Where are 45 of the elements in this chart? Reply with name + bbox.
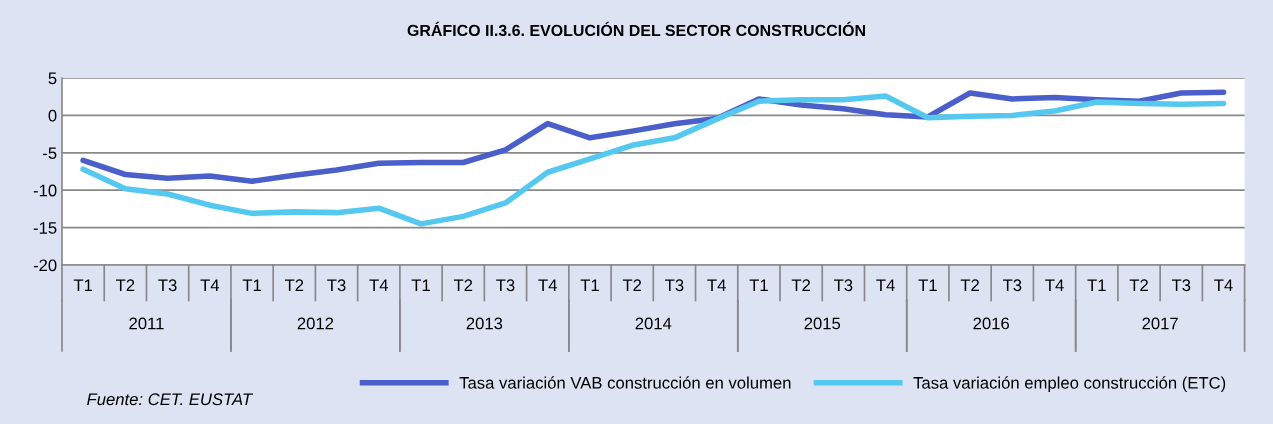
x-tick-label: T3 — [496, 279, 515, 292]
x-tick-label: T2 — [791, 279, 811, 291]
x-tick-label: T1 — [411, 279, 430, 291]
x-tick-label: T1 — [73, 279, 93, 291]
x-tick-label: T2 — [453, 279, 473, 291]
text: 2014 — [635, 317, 672, 330]
x-tick-label: T3 — [1002, 279, 1022, 292]
legend-label: Tasa variación empleo construcción (ETC) — [913, 376, 1226, 393]
x-tick-label: T4 — [1214, 279, 1233, 291]
text: 2011 — [129, 317, 164, 330]
text: 2016 — [973, 317, 1009, 330]
x-tick-label: T1 — [580, 279, 599, 291]
x-tick-label: T4 — [876, 279, 895, 291]
x-tick-label: T1 — [242, 279, 261, 291]
legend-label: Tasa variación VAB construcción en volumen — [459, 376, 791, 389]
x-tick-label: T2 — [1129, 279, 1148, 291]
y-tick-label: -10 — [33, 184, 57, 197]
text: 2013 — [466, 317, 503, 330]
y-tick-label: -5 — [43, 147, 57, 160]
x-tick-label: T2 — [960, 279, 979, 291]
x-tick-label: T4 — [200, 279, 220, 291]
x-tick-label: T4 — [707, 279, 726, 291]
x-tick-label: T1 — [1087, 279, 1106, 291]
y-tick-label: -15 — [33, 222, 57, 234]
chart-title: GRÁFICO II.3.6. EVOLUCIÓN DEL SECTOR CONSTRUCCIÓN — [407, 21, 865, 37]
x-tick-label: T4 — [369, 279, 389, 291]
x-tick-label: T4 — [1045, 279, 1064, 291]
y-tick-label: 0 — [48, 109, 57, 122]
x-tick-label: T3 — [834, 279, 853, 292]
text: 2015 — [804, 317, 841, 330]
x-tick-label: T1 — [918, 279, 937, 291]
x-tick-label: T3 — [158, 279, 177, 292]
x-tick-label: T1 — [749, 279, 768, 291]
source-note: Fuente: CET. EUSTAT — [87, 393, 254, 406]
text: 2012 — [297, 317, 334, 330]
x-tick-label: T3 — [1171, 279, 1191, 292]
x-tick-label: T3 — [327, 279, 346, 292]
y-tick-label: 5 — [48, 72, 57, 85]
y-tick-label: -20 — [33, 259, 57, 272]
text: 2017 — [1142, 317, 1178, 330]
x-tick-label: T4 — [538, 279, 557, 291]
x-tick-label: T2 — [284, 279, 304, 291]
x-tick-label: T2 — [622, 279, 642, 291]
x-tick-label: T2 — [116, 279, 135, 291]
x-tick-label: T3 — [665, 279, 684, 292]
